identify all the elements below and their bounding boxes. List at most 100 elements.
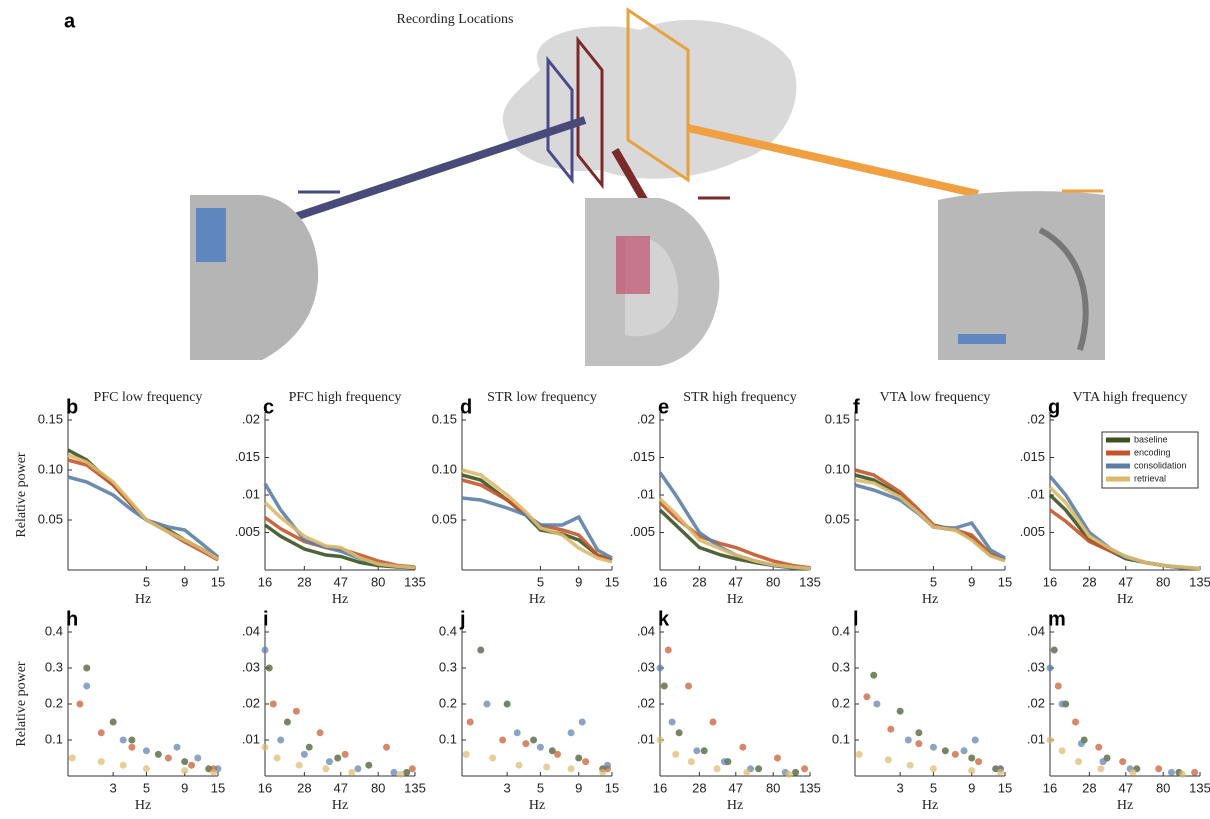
- y-tick-label: 0.4: [832, 623, 850, 638]
- scatter-point: [855, 750, 863, 758]
- x-tick-label: 28: [1082, 780, 1096, 795]
- scatter-point: [554, 750, 562, 758]
- x-tick-label: 15: [605, 574, 619, 589]
- x-tick-label: 9: [181, 780, 188, 795]
- legend-label: baseline: [1134, 434, 1168, 444]
- scatter-point: [273, 754, 281, 762]
- scatter-point: [68, 754, 76, 762]
- scatter-point: [128, 743, 136, 751]
- y-tick-label: 0.2: [439, 695, 457, 710]
- scatter-point: [522, 740, 530, 748]
- scatter-point: [713, 765, 721, 773]
- y-tick-label: 0.05: [825, 511, 850, 526]
- scatter-point: [870, 671, 878, 679]
- x-tick-label: 80: [371, 780, 385, 795]
- scatter-point: [188, 761, 196, 769]
- x-tick-label: 15: [998, 574, 1012, 589]
- x-tick-label: 80: [766, 780, 780, 795]
- x-axis-label: Hz: [922, 592, 938, 607]
- y-tick-label: 0.1: [45, 731, 63, 746]
- scatter-point: [489, 754, 497, 762]
- legend-label: encoding: [1134, 447, 1171, 457]
- y-tick-label: .03: [637, 659, 655, 674]
- scatter-point: [292, 707, 300, 715]
- scatter-point: [1050, 646, 1058, 654]
- y-tick-label: .01: [637, 731, 655, 746]
- scatter-point: [785, 770, 793, 778]
- scatter-point: [971, 736, 979, 744]
- scatter-point: [499, 736, 507, 744]
- y-tick-label: .02: [1027, 695, 1045, 710]
- x-axis-label: Hz: [135, 798, 151, 813]
- scatter-point: [1077, 740, 1085, 748]
- scatter-point: [700, 747, 708, 755]
- x-tick-label: 15: [998, 780, 1012, 795]
- x-tick-label: 15: [605, 780, 619, 795]
- scatter-point: [904, 736, 912, 744]
- scatter-point: [599, 768, 607, 776]
- scatter-point: [295, 761, 303, 769]
- scatter-point: [660, 682, 668, 690]
- series-line: [461, 478, 613, 562]
- y-tick-label: .02: [242, 695, 260, 710]
- scatter-point: [739, 743, 747, 751]
- panel-label: d: [460, 396, 472, 418]
- panel-label: f: [853, 396, 860, 418]
- x-tick-label: 9: [968, 780, 975, 795]
- scatter-point: [992, 765, 1000, 773]
- x-axis-label: Hz: [922, 798, 938, 813]
- x-tick-label: 80: [1156, 780, 1170, 795]
- scatter-point: [675, 729, 683, 737]
- scatter-point: [743, 768, 751, 776]
- scatter-point: [210, 768, 218, 776]
- scatter-point: [968, 767, 976, 775]
- scatter-point: [466, 718, 474, 726]
- panel-title: STR high frequency: [683, 390, 797, 405]
- scatter-point: [968, 754, 976, 762]
- x-tick-label: 16: [1043, 574, 1057, 589]
- x-axis-label: Hz: [332, 592, 348, 607]
- series-line: [1048, 486, 1201, 571]
- x-axis-label: Hz: [332, 798, 348, 813]
- x-tick-label: 16: [1043, 780, 1057, 795]
- x-tick-label: 28: [297, 780, 311, 795]
- x-tick-label: 15: [211, 574, 225, 589]
- x-tick-label: 5: [143, 780, 150, 795]
- x-tick-label: 47: [729, 574, 743, 589]
- scatter-point: [687, 758, 695, 766]
- scatter-point: [1054, 682, 1062, 690]
- scatter-point: [354, 765, 362, 773]
- scatter-point: [656, 736, 664, 744]
- scatter-point: [656, 664, 664, 672]
- panel-label: e: [658, 396, 669, 418]
- scatter-point: [76, 700, 84, 708]
- x-axis-label: Hz: [1117, 798, 1133, 813]
- y-tick-label: .01: [242, 731, 260, 746]
- scatter-point: [693, 747, 701, 755]
- y-tick-label: 0.15: [825, 411, 850, 426]
- y-tick-label: 0.3: [45, 659, 63, 674]
- y-tick-label: .03: [242, 659, 260, 674]
- scatter-point: [1129, 768, 1137, 776]
- x-tick-label: 5: [930, 780, 937, 795]
- series-line: [67, 453, 219, 561]
- y-tick-label: 0.4: [45, 623, 63, 638]
- y-tick-label: .005: [235, 524, 260, 539]
- scatter-point: [941, 747, 949, 755]
- scatter-point: [1095, 743, 1103, 751]
- scatter-point: [1119, 758, 1127, 766]
- scatter-point: [390, 768, 398, 776]
- scatter-point: [477, 646, 485, 654]
- brain-illustration: [190, 7, 1105, 366]
- x-tick-label: 9: [181, 574, 188, 589]
- y-tick-label: .03: [1027, 659, 1045, 674]
- x-tick-label: 28: [297, 574, 311, 589]
- scatter-point: [513, 729, 521, 737]
- scatter-point: [341, 750, 349, 758]
- scatter-point: [128, 736, 136, 744]
- y-tick-label: .015: [235, 449, 260, 464]
- scatter-point: [975, 758, 983, 766]
- x-axis-label: Hz: [135, 592, 151, 607]
- scatter-point: [755, 765, 763, 773]
- y-tick-label: 0.2: [832, 695, 850, 710]
